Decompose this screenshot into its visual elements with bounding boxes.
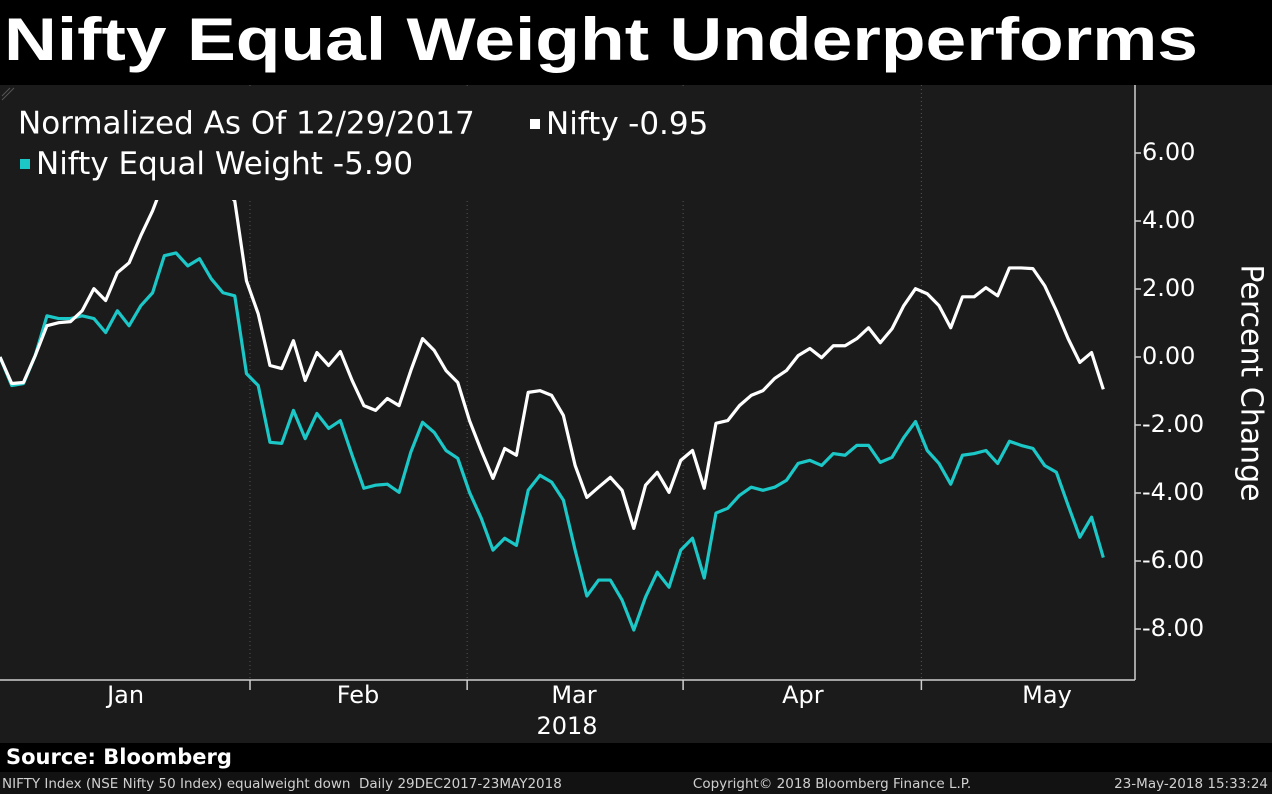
x-tick-label: Feb (337, 681, 380, 709)
legend-entry: Nifty Equal Weight -5.90 (36, 146, 413, 182)
x-tick-label: Mar (551, 681, 596, 709)
y-tick-label: 4.00 (1142, 206, 1195, 234)
legend-last-value: -5.90 (333, 146, 413, 182)
y-tick-label: -4.00 (1142, 478, 1204, 506)
footer-center: Copyright© 2018 Bloomberg Finance L.P. (693, 776, 971, 792)
legend: Normalized As Of 12/29/2017 Nifty -0.95Nif… (18, 106, 708, 182)
chart-title: Nifty Equal Weight Underperforms (4, 6, 1198, 73)
x-tick-label: Apr (782, 681, 824, 709)
footer-right: 23-May-2018 15:33:24 (1114, 776, 1268, 792)
title-bar (0, 0, 1272, 85)
legend-swatch (530, 119, 540, 129)
source: Source: Bloomberg (6, 745, 232, 769)
series-line (0, 251, 1105, 632)
y-tick-label: 2.00 (1142, 274, 1195, 302)
y-tick-label: 6.00 (1142, 138, 1195, 166)
legend-subtitle: Normalized As Of 12/29/2017 (18, 106, 475, 142)
x-tick-label: May (1022, 681, 1072, 709)
legend-name: Nifty Equal Weight (36, 146, 323, 182)
y-tick-label: -6.00 (1142, 546, 1204, 574)
axes: 6.00 4.00 2.00 0.00 -2.00 -4.00 -6.00 -8.00 Jan F… (0, 85, 1204, 709)
y-axis-label: Percent Change (1234, 264, 1269, 501)
legend-last-value: -0.95 (628, 106, 708, 142)
legend-box (0, 88, 730, 200)
source-bar (0, 743, 1272, 772)
y-tick-label: 0.00 (1142, 342, 1195, 370)
x-year-label: 2018 (536, 712, 597, 740)
footer-left: NIFTY Index (NSE Nifty 50 Index) equalwe… (2, 776, 562, 792)
x-tick-label: Jan (105, 681, 144, 709)
y-tick-label: -8.00 (1142, 614, 1204, 642)
legend-swatch (20, 159, 30, 169)
corner-mark (1, 87, 15, 101)
footer-bar (0, 772, 1272, 794)
legend-name: Nifty (546, 106, 618, 142)
legend-entry: Nifty -0.95 (546, 106, 708, 142)
y-tick-label: -2.00 (1142, 410, 1204, 438)
